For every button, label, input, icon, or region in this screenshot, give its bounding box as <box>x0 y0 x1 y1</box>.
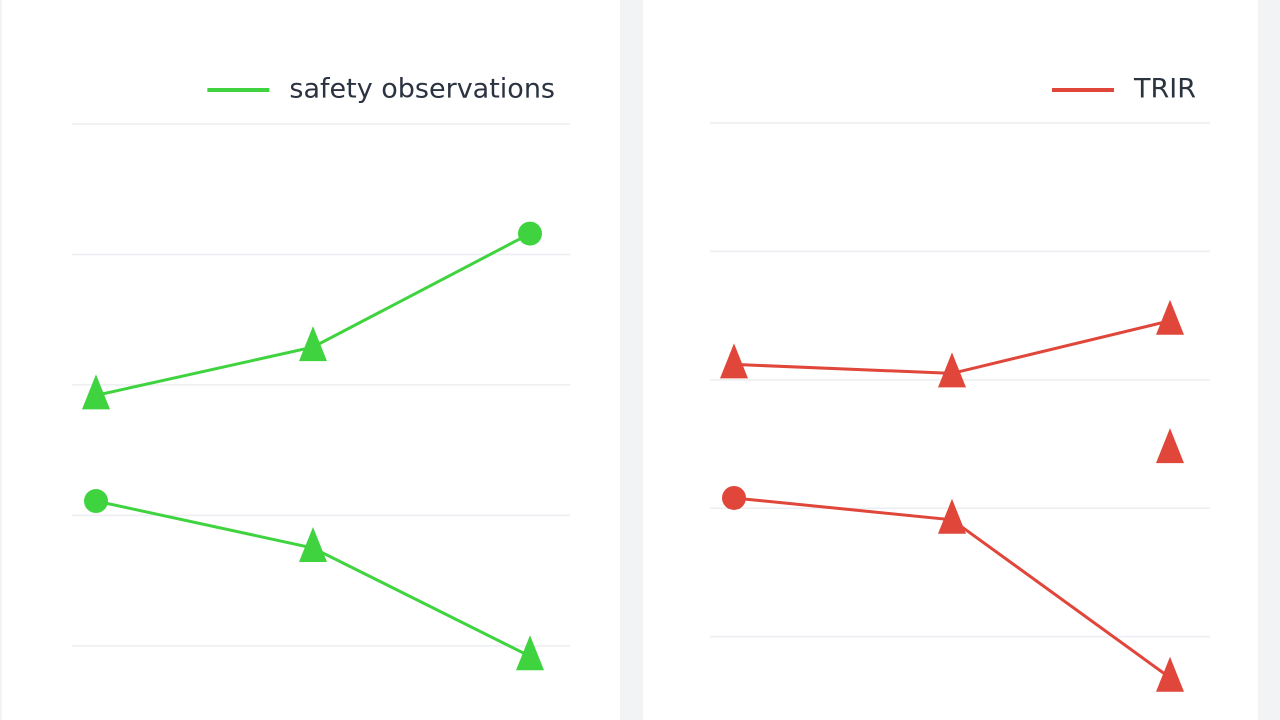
legend-label: safety observations <box>289 74 555 105</box>
point-marker <box>722 485 746 510</box>
point-marker <box>938 352 966 388</box>
point-marker <box>299 527 327 563</box>
point-marker <box>1156 656 1184 692</box>
point-marker <box>1156 428 1184 464</box>
point-marker <box>82 374 110 410</box>
point-marker <box>84 489 108 514</box>
point-marker <box>720 343 748 379</box>
point-marker <box>518 221 542 246</box>
point-marker <box>938 498 966 534</box>
legend-label: TRIR <box>1133 74 1196 105</box>
point-marker <box>299 326 327 362</box>
point-marker <box>1156 299 1184 335</box>
point-marker <box>516 635 544 671</box>
